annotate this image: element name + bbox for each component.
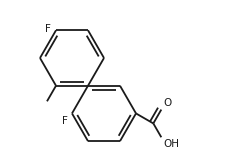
Text: F: F	[45, 24, 51, 34]
Text: F: F	[62, 116, 68, 126]
Text: O: O	[163, 98, 172, 108]
Text: OH: OH	[163, 139, 179, 148]
